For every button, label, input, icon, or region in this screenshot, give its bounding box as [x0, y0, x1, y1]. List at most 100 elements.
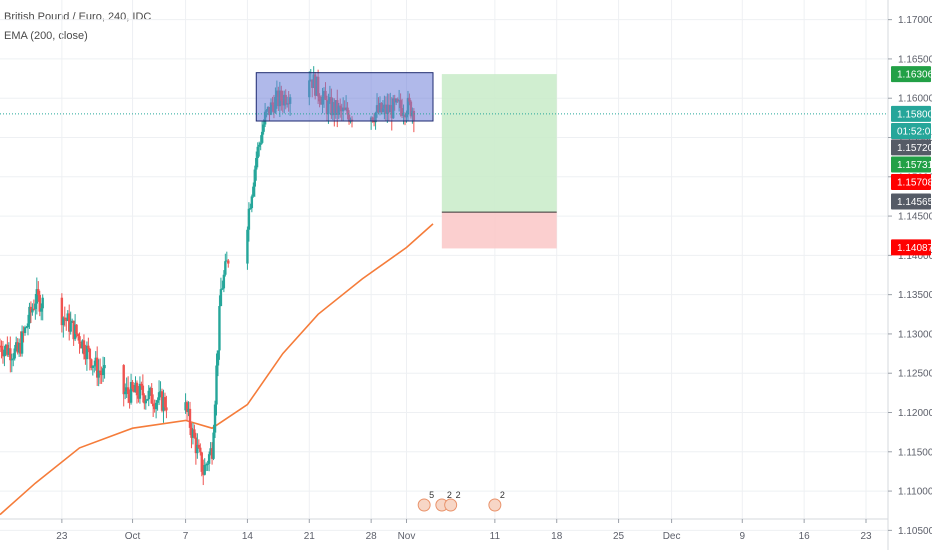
candle-body [134, 382, 137, 393]
candle-body [125, 387, 128, 392]
candle-body [81, 340, 84, 349]
candle-body [218, 306, 221, 351]
candle-body [41, 297, 44, 309]
price-tag [891, 174, 931, 191]
candle-body [185, 402, 189, 412]
candle-body [3, 349, 6, 357]
price-tag-label: 1.140876 [897, 243, 932, 254]
price-tick-label: 1.165000 [898, 54, 932, 65]
candle-body [20, 331, 24, 354]
candle-body [68, 313, 71, 332]
time-tick-label: Dec [663, 531, 681, 542]
price-tag [891, 105, 931, 122]
price-axis[interactable]: 1.1700001.1650001.1600001.1550001.150000… [887, 0, 932, 550]
candle-body [34, 303, 37, 309]
ema-series [0, 223, 434, 516]
candle-body [151, 403, 155, 407]
candle-body [123, 391, 127, 395]
price-tick-label: 1.160000 [898, 94, 932, 105]
candle-body [219, 289, 223, 307]
time-tick-label: 16 [799, 531, 811, 542]
price-tick-label: 1.140000 [898, 251, 932, 262]
price-tick-label: 1.125000 [898, 369, 932, 380]
candle-body [4, 344, 8, 350]
candle-body [85, 345, 89, 360]
candle-body [17, 342, 21, 353]
time-tick-label: 11 [490, 531, 501, 542]
candle-body [157, 392, 161, 401]
candle-body [215, 365, 218, 405]
candle-body [137, 395, 140, 399]
candle-body [93, 365, 96, 367]
candle-body [78, 336, 81, 344]
candle-body [154, 402, 158, 410]
candle-body [82, 340, 86, 355]
candle-body [216, 350, 220, 366]
candle-body [90, 359, 93, 368]
candle-body [28, 306, 31, 324]
candle-body [227, 260, 230, 264]
candle-body [40, 308, 43, 312]
candle-body [15, 342, 18, 349]
candle-body [190, 427, 193, 438]
candle-body [188, 408, 192, 428]
candle-body [150, 387, 153, 404]
candle-body [194, 437, 198, 454]
candle-body [153, 406, 156, 410]
candle-body [222, 274, 226, 289]
candle-body [135, 382, 139, 396]
candle-body [101, 368, 105, 376]
candle-body [6, 344, 9, 355]
candle-body [12, 358, 15, 360]
candle-body [88, 348, 92, 360]
candle-body [143, 395, 146, 404]
candle-body [165, 407, 168, 411]
time-tick-label: 9 [740, 531, 746, 542]
candle-body [163, 397, 167, 408]
candle-body [258, 144, 261, 147]
candle-body [140, 383, 143, 386]
candle-body [221, 288, 224, 290]
event-marker [444, 498, 458, 512]
candle-body [187, 408, 190, 412]
candle-body [23, 327, 27, 333]
candle-body [62, 317, 65, 326]
candle-body [147, 390, 150, 400]
price-tag-label: 1.145656 [897, 197, 932, 208]
position-profit-zone [441, 74, 557, 213]
candle-body [128, 394, 131, 403]
price-tick-label: 1.145000 [898, 212, 932, 223]
candle-body [96, 357, 99, 378]
candle-body [73, 324, 77, 340]
candle-body [247, 208, 251, 230]
candle-body [213, 404, 217, 433]
time-tick-label: 21 [304, 531, 316, 542]
candle-body [138, 383, 142, 399]
candle-body [7, 348, 11, 355]
candle-body [87, 345, 90, 349]
candle-body [79, 343, 83, 349]
candle-body [225, 260, 229, 262]
range-box [255, 72, 434, 122]
time-tick-label: 7 [183, 531, 189, 542]
candle-body [197, 444, 201, 448]
time-axis[interactable]: 23 Oct 7 14 21 28 Nov 11 18 25 Dec 9 16 23 [0, 518, 888, 542]
candle-body [37, 289, 40, 295]
candle-body [75, 324, 78, 335]
price-tag-label: 01:52:01 [897, 127, 932, 138]
candle-body [206, 463, 209, 465]
candle-body [72, 320, 75, 340]
candle-body [209, 448, 212, 455]
candle-body [203, 464, 206, 475]
candle-body [260, 131, 264, 143]
candle-body [252, 186, 255, 197]
candle-body [1, 352, 5, 357]
candle-body [191, 429, 195, 438]
candle-body [69, 322, 72, 332]
candle-body [103, 365, 106, 369]
candle-body [149, 387, 152, 391]
candle-body [156, 400, 159, 403]
drawing-overlays[interactable] [0, 72, 888, 249]
